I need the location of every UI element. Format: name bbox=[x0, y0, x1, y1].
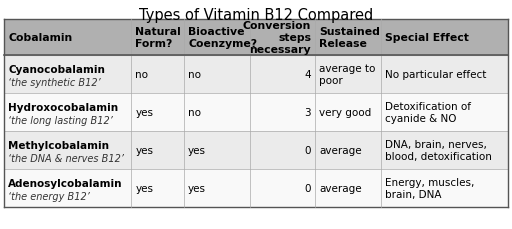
Bar bbox=[315, 56, 380, 94]
Text: average: average bbox=[319, 183, 362, 193]
Text: Energy, muscles,
brain, DNA: Energy, muscles, brain, DNA bbox=[385, 177, 474, 199]
Bar bbox=[184, 94, 250, 131]
Bar bbox=[315, 20, 380, 56]
Text: Hydroxocobalamin: Hydroxocobalamin bbox=[8, 103, 118, 113]
Bar bbox=[380, 56, 508, 94]
Bar bbox=[4, 131, 132, 169]
Text: 3: 3 bbox=[305, 108, 311, 117]
Text: yes: yes bbox=[135, 183, 154, 193]
Bar bbox=[250, 94, 315, 131]
Text: ‘the synthetic B12’: ‘the synthetic B12’ bbox=[8, 78, 101, 88]
Bar bbox=[4, 169, 132, 207]
Bar bbox=[4, 56, 132, 94]
Bar bbox=[250, 169, 315, 207]
Text: Bioactive
Coenzyme?: Bioactive Coenzyme? bbox=[188, 27, 257, 49]
Bar bbox=[250, 20, 315, 56]
Text: DNA, brain, nerves,
blood, detoxification: DNA, brain, nerves, blood, detoxificatio… bbox=[385, 139, 492, 161]
Bar bbox=[184, 20, 250, 56]
Text: very good: very good bbox=[319, 108, 371, 117]
Text: yes: yes bbox=[135, 108, 154, 117]
Text: yes: yes bbox=[188, 183, 206, 193]
Text: ‘the long lasting B12’: ‘the long lasting B12’ bbox=[8, 116, 113, 126]
Text: Detoxification of
cyanide & NO: Detoxification of cyanide & NO bbox=[385, 101, 471, 124]
Text: yes: yes bbox=[188, 145, 206, 155]
Bar bbox=[380, 94, 508, 131]
Bar bbox=[380, 169, 508, 207]
Bar bbox=[250, 131, 315, 169]
Text: 0: 0 bbox=[305, 183, 311, 193]
Bar bbox=[380, 131, 508, 169]
Text: yes: yes bbox=[135, 145, 154, 155]
Bar bbox=[132, 131, 184, 169]
Bar bbox=[315, 169, 380, 207]
Text: average: average bbox=[319, 145, 362, 155]
Text: Special Effect: Special Effect bbox=[385, 33, 468, 43]
Text: no: no bbox=[188, 108, 201, 117]
Text: No particular effect: No particular effect bbox=[385, 70, 486, 80]
Text: Conversion
steps
necessary: Conversion steps necessary bbox=[243, 21, 311, 54]
Bar bbox=[184, 169, 250, 207]
Text: ‘the DNA & nerves B12’: ‘the DNA & nerves B12’ bbox=[8, 154, 124, 164]
Bar bbox=[132, 169, 184, 207]
Bar bbox=[315, 131, 380, 169]
Bar bbox=[132, 56, 184, 94]
Text: Types of Vitamin B12 Compared: Types of Vitamin B12 Compared bbox=[139, 8, 373, 23]
Bar bbox=[184, 131, 250, 169]
Text: Cobalamin: Cobalamin bbox=[8, 33, 72, 43]
Text: Natural
Form?: Natural Form? bbox=[135, 27, 181, 49]
Bar bbox=[250, 56, 315, 94]
Bar bbox=[380, 20, 508, 56]
Bar bbox=[132, 20, 184, 56]
Text: Adenosylcobalamin: Adenosylcobalamin bbox=[8, 179, 122, 189]
Text: no: no bbox=[188, 70, 201, 80]
Text: 0: 0 bbox=[305, 145, 311, 155]
Bar bbox=[4, 94, 132, 131]
Text: ‘the energy B12’: ‘the energy B12’ bbox=[8, 191, 90, 202]
Bar bbox=[132, 94, 184, 131]
Bar bbox=[315, 94, 380, 131]
Text: Methylcobalamin: Methylcobalamin bbox=[8, 141, 109, 151]
Text: Sustained
Release: Sustained Release bbox=[319, 27, 380, 49]
Text: no: no bbox=[135, 70, 148, 80]
Bar bbox=[184, 56, 250, 94]
Text: Cyanocobalamin: Cyanocobalamin bbox=[8, 65, 105, 75]
Bar bbox=[4, 20, 132, 56]
Text: 4: 4 bbox=[305, 70, 311, 80]
Text: average to
poor: average to poor bbox=[319, 63, 375, 86]
